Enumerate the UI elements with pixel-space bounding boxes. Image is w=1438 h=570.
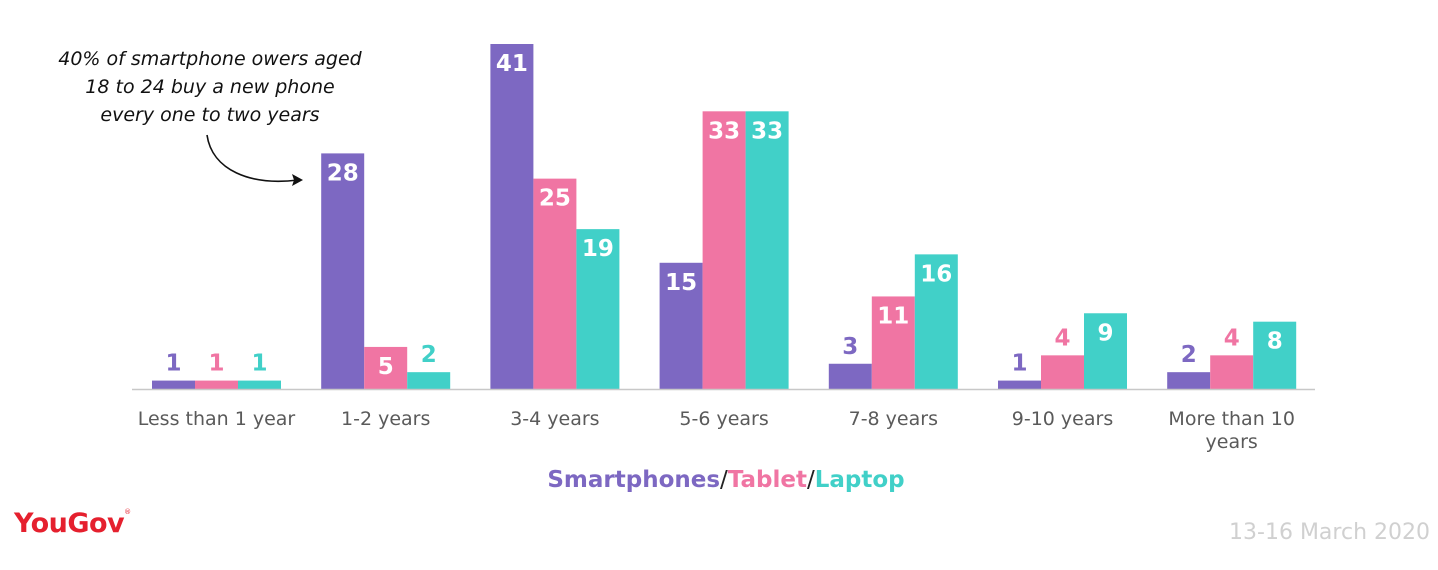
bar-smartphones: [998, 380, 1041, 389]
bar-laptop: [407, 372, 451, 389]
category-label: 9-10 years: [1012, 408, 1113, 430]
data-label-tablet: 5: [378, 354, 394, 380]
data-label-laptop: 1: [251, 351, 267, 377]
data-label-smartphones: 3: [842, 334, 858, 360]
data-label-smartphones: 28: [327, 160, 359, 186]
category-label: 3-4 years: [510, 408, 599, 430]
bar-laptop: [576, 229, 620, 389]
bar-laptop: [745, 111, 789, 389]
bar-laptop: [1084, 313, 1127, 389]
annotation-line: every one to two years: [100, 104, 320, 126]
bar-tablet: [364, 346, 408, 389]
legend-separator: /: [806, 467, 815, 493]
annotation-text: 40% of smartphone owers aged 18 to 24 bu…: [20, 45, 400, 129]
registered-mark: ®: [124, 508, 131, 516]
survey-date: 13-16 March 2020: [1229, 520, 1430, 545]
bar-smartphones: [1167, 372, 1211, 389]
annotation-line: 40% of smartphone owers aged: [58, 48, 362, 70]
legend-smartphones: Smartphones: [547, 467, 721, 493]
category-label: years: [1206, 431, 1258, 453]
data-label-tablet: 25: [539, 186, 571, 212]
bar-laptop: [1253, 321, 1297, 389]
data-label-tablet: 4: [1224, 325, 1240, 351]
data-label-tablet: 4: [1054, 325, 1070, 351]
category-label: 7-8 years: [849, 408, 938, 430]
category-label: 5-6 years: [679, 408, 768, 430]
yougov-logo: YouGov®: [14, 508, 131, 539]
data-label-tablet: 11: [877, 303, 909, 329]
bar-smartphones: [659, 262, 703, 389]
annotation-line: 18 to 24 buy a new phone: [85, 76, 335, 98]
data-label-laptop: 19: [582, 236, 614, 262]
bar-tablet: [195, 380, 238, 389]
category-label: Less than 1 year: [138, 408, 296, 430]
bar-tablet: [702, 111, 746, 389]
data-label-smartphones: 1: [165, 351, 181, 377]
data-label-smartphones: 2: [1181, 342, 1197, 368]
bar-smartphones: [152, 380, 195, 389]
bar-tablet: [1041, 355, 1084, 389]
bar-smartphones: [321, 153, 365, 389]
data-label-laptop: 16: [920, 261, 952, 287]
data-label-laptop: 33: [751, 118, 783, 144]
bar-tablet: [871, 296, 915, 389]
category-label: More than 10: [1168, 408, 1295, 430]
data-label-tablet: 1: [208, 351, 224, 377]
logo-text: YouGov: [14, 508, 125, 539]
data-label-laptop: 8: [1267, 329, 1283, 355]
bar-tablet: [1210, 355, 1254, 389]
category-labels-group: Less than 1 year 1-2 years 3-4 years 5-6 ye…: [138, 408, 1295, 453]
data-label-laptop: 2: [421, 342, 437, 368]
data-label-laptop: 9: [1097, 320, 1113, 346]
bar-laptop: [914, 254, 958, 389]
bars-group: [152, 44, 1297, 389]
bar-smartphones: [490, 44, 534, 389]
category-label: 1-2 years: [341, 408, 430, 430]
legend-separator: /: [720, 467, 728, 493]
data-label-smartphones: 1: [1011, 351, 1027, 377]
legend: Smartphones/Tablet/Laptop: [0, 467, 1438, 493]
bar-smartphones: [828, 363, 872, 389]
legend-tablet: Tablet: [727, 467, 807, 493]
legend-laptop: Laptop: [814, 467, 905, 493]
bar-laptop: [238, 380, 281, 389]
annotation-arrow: [206, 134, 303, 186]
data-label-smartphones: 15: [665, 270, 697, 296]
data-label-tablet: 33: [708, 118, 740, 144]
bar-tablet: [533, 178, 577, 389]
data-label-smartphones: 41: [496, 51, 528, 77]
